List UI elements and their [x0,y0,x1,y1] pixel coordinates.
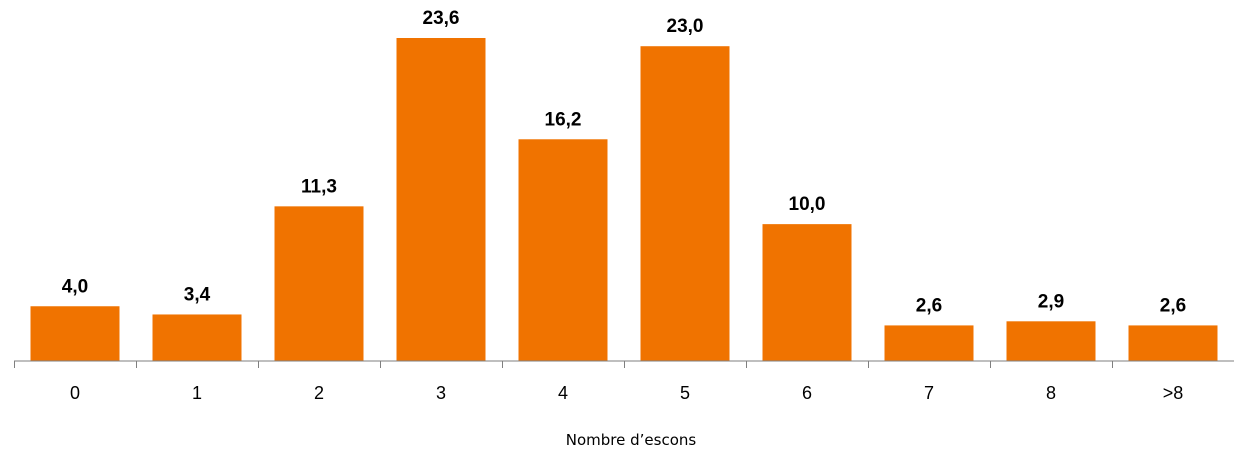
data-label-2: 11,3 [301,176,337,197]
tick-marks-group [14,361,1113,368]
value-labels-group: 4,0 3,4 11,3 23,6 16,2 23,0 10,0 2,6 2,9 2,6 [62,8,1186,316]
data-label-7: 2,6 [916,295,942,316]
x-tick-label-4: 4 [558,383,568,403]
bar-2 [274,206,364,361]
bar-6 [762,224,852,361]
x-axis-title: Nombre d’escons [566,431,697,449]
bar-4 [518,139,608,361]
data-label-3: 23,6 [423,8,460,29]
data-label-0: 4,0 [62,276,88,297]
data-label-4: 16,2 [545,109,582,130]
bar-8 [1006,321,1096,361]
data-label-9: 2,6 [1160,295,1186,316]
x-tick-label-3: 3 [436,383,446,403]
bar-9 [1128,325,1218,361]
x-tick-label-9: >8 [1163,383,1184,403]
x-tick-label-8: 8 [1046,383,1056,403]
data-label-1: 3,4 [184,284,211,305]
x-tick-label-5: 5 [680,383,690,403]
bar-7 [884,325,974,361]
data-label-6: 10,0 [789,194,826,215]
x-tick-label-6: 6 [802,383,812,403]
data-label-5: 23,0 [667,16,704,37]
bar-5 [640,46,730,362]
bar-3 [396,38,486,361]
tick-labels-group: 0 1 2 3 4 5 6 7 8 >8 [70,383,1183,403]
bar-1 [152,314,242,361]
x-tick-label-2: 2 [314,383,324,403]
bars-group [30,38,1218,362]
data-label-8: 2,9 [1038,291,1064,312]
x-tick-label-0: 0 [70,383,80,403]
x-tick-label-1: 1 [192,383,202,403]
bar-0 [30,306,120,361]
x-tick-label-7: 7 [924,383,934,403]
